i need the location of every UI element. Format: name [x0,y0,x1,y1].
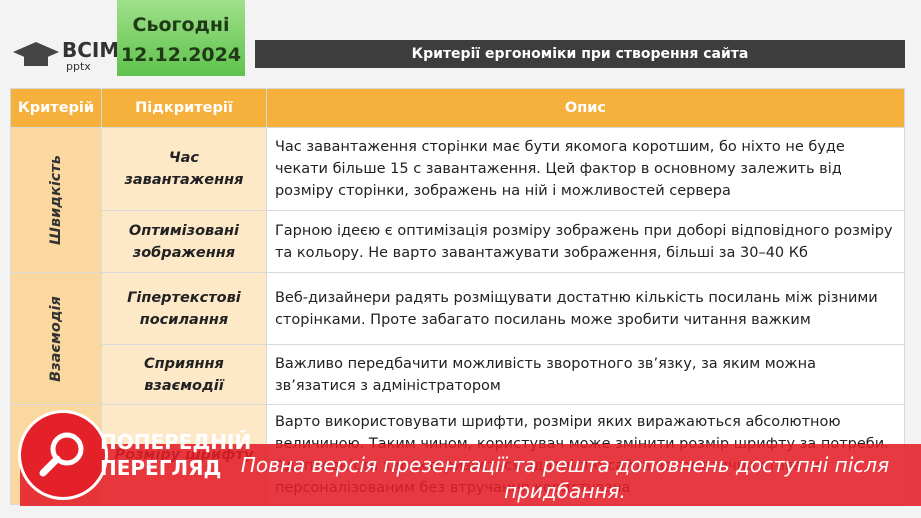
header-row: Критерій Підкритерії Опис [10,88,906,128]
group-label: Взаємодія [47,295,64,382]
description: Час завантаження сторінки має бути якомо… [265,127,906,211]
column-header: Підкритерії [100,88,267,128]
group-cell: Швидкість [10,127,102,273]
description: Важливо передбачити можливість зворотног… [265,344,906,405]
date: 12.12.2024 [120,44,242,66]
date-label: Сьогодні [132,14,230,36]
subcriterion: Час завантаження [100,127,267,211]
logo-icon [13,42,59,66]
column-header: Опис [265,88,906,128]
preview-banner [20,444,921,506]
group-label: Швидкість [47,155,64,245]
badge-text: ПЕРЕГЛЯД [100,456,222,480]
slide-title: Критерії ергономіки при створення сайта [255,40,905,68]
subcriterion: Гіпертекстові посилання [100,272,267,345]
row: Сприяння взаємодії Важливо передбачити м… [11,344,906,405]
description: Гарною ідеєю є оптимізація розміру зобра… [265,210,906,273]
row: Швидкість Час завантаження Час завантаже… [10,127,906,273]
subcriterion: Сприяння взаємодії [100,344,267,405]
badge-text: ПОПЕРЕДНІЙ [100,430,252,454]
column-header: Критерій [10,88,102,128]
group-cell: Взаємодія [10,272,102,405]
logo-subtext: pptx [66,60,91,73]
preview-message: Повна версія презентації та решта доповн… [240,453,890,503]
subcriterion: Оптимізовані зображення [100,210,267,273]
date-box: Сьогодні 12.12.2024 [117,0,245,76]
description: Веб-дизайнери радять розміщувати достатн… [265,272,906,345]
logo-text: ВСІМ [62,38,120,62]
row: Взаємодія Гіпертекстові посилання Веб-ди… [10,272,906,405]
preview-badge [18,410,108,500]
row: Оптимізовані зображення Гарною ідеєю є о… [11,210,906,273]
magnifier-icon [39,432,84,477]
